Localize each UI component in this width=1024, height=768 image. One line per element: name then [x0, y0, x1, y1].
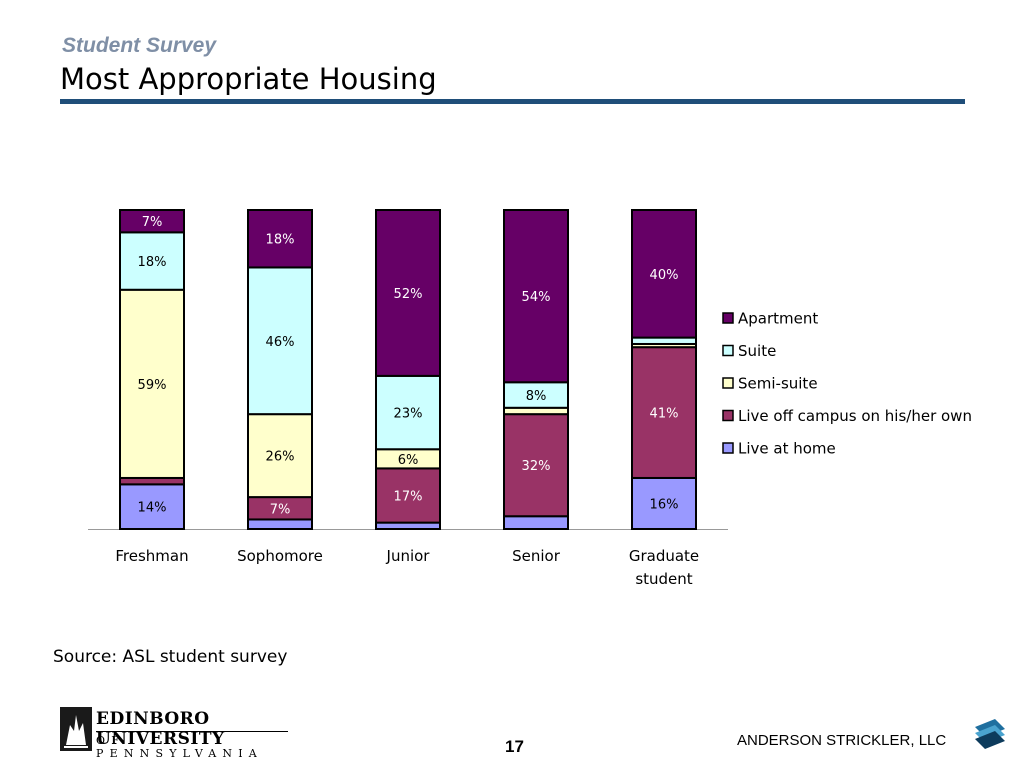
university-state: OF PENNSYLVANIA [96, 734, 263, 760]
legend-swatch [722, 442, 734, 454]
university-divider [96, 731, 288, 732]
data-label: 6% [398, 453, 419, 468]
stacked-bar-chart: 14% 59% 18% 7% Freshman 7% 26% 46% 18% Sophomore 1… [88, 209, 972, 588]
page-number: 17 [505, 737, 524, 756]
data-label: 8% [526, 389, 547, 404]
data-label: 46% [266, 335, 295, 350]
bar-segment [119, 209, 185, 234]
category-label: Freshman [115, 547, 188, 565]
data-label: 32% [522, 459, 551, 474]
legend-swatch [722, 409, 734, 422]
category-label: student [635, 570, 692, 588]
source-note: Source: ASL student survey [53, 647, 288, 667]
data-label: 41% [650, 407, 679, 422]
bar-segment [375, 374, 441, 451]
title-rule [60, 99, 965, 104]
bar-segment [503, 413, 569, 518]
bar-segment [375, 209, 441, 377]
bar-segment [247, 209, 313, 269]
legend-label: Apartment [738, 310, 818, 328]
bar-segment [247, 518, 313, 530]
legend-label: Live off campus on his/her own [738, 407, 972, 425]
slide-title: Most Appropriate Housing [60, 62, 437, 96]
category-label: Graduate [629, 547, 699, 565]
legend-label: Suite [738, 342, 776, 360]
university-logo: EDINBORO UNIVERSITY OF PENNSYLVANIA [60, 707, 292, 760]
data-label: 26% [266, 450, 295, 465]
bar-segment [503, 515, 569, 530]
legend-swatch [722, 312, 734, 324]
data-label: 23% [394, 407, 423, 422]
data-label: 14% [138, 501, 167, 516]
category-label: Senior [512, 547, 561, 565]
category-label: Sophomore [237, 547, 323, 565]
university-name: EDINBORO UNIVERSITY [96, 709, 225, 749]
legend-swatch [722, 344, 734, 357]
data-label: 18% [266, 233, 295, 248]
data-label: 54% [522, 290, 551, 305]
bar-segment [631, 209, 697, 339]
bar-segment [247, 266, 313, 416]
data-label: 52% [394, 287, 423, 302]
legend-swatch [722, 377, 734, 389]
university-mark-icon [60, 707, 92, 751]
data-label: 18% [138, 255, 167, 270]
category-label: Junior [386, 547, 431, 565]
bar-segment [503, 209, 569, 384]
data-label: 59% [138, 378, 167, 393]
bar-segment [631, 476, 697, 530]
data-label: 7% [270, 502, 291, 517]
firm-name: ANDERSON STRICKLER, LLC [737, 732, 947, 749]
bar-segment [119, 288, 185, 479]
data-label: 7% [142, 215, 163, 230]
slide-kicker: Student Survey [62, 34, 217, 57]
legend-label: Semi-suite [738, 375, 818, 393]
bar-segment [631, 346, 697, 479]
data-label: 40% [650, 268, 679, 283]
firm-logo-icon [975, 719, 1005, 749]
bar-segment [503, 381, 569, 409]
data-label: 16% [650, 497, 679, 512]
data-label: 17% [394, 490, 423, 505]
legend-label: Live at home [738, 440, 836, 458]
